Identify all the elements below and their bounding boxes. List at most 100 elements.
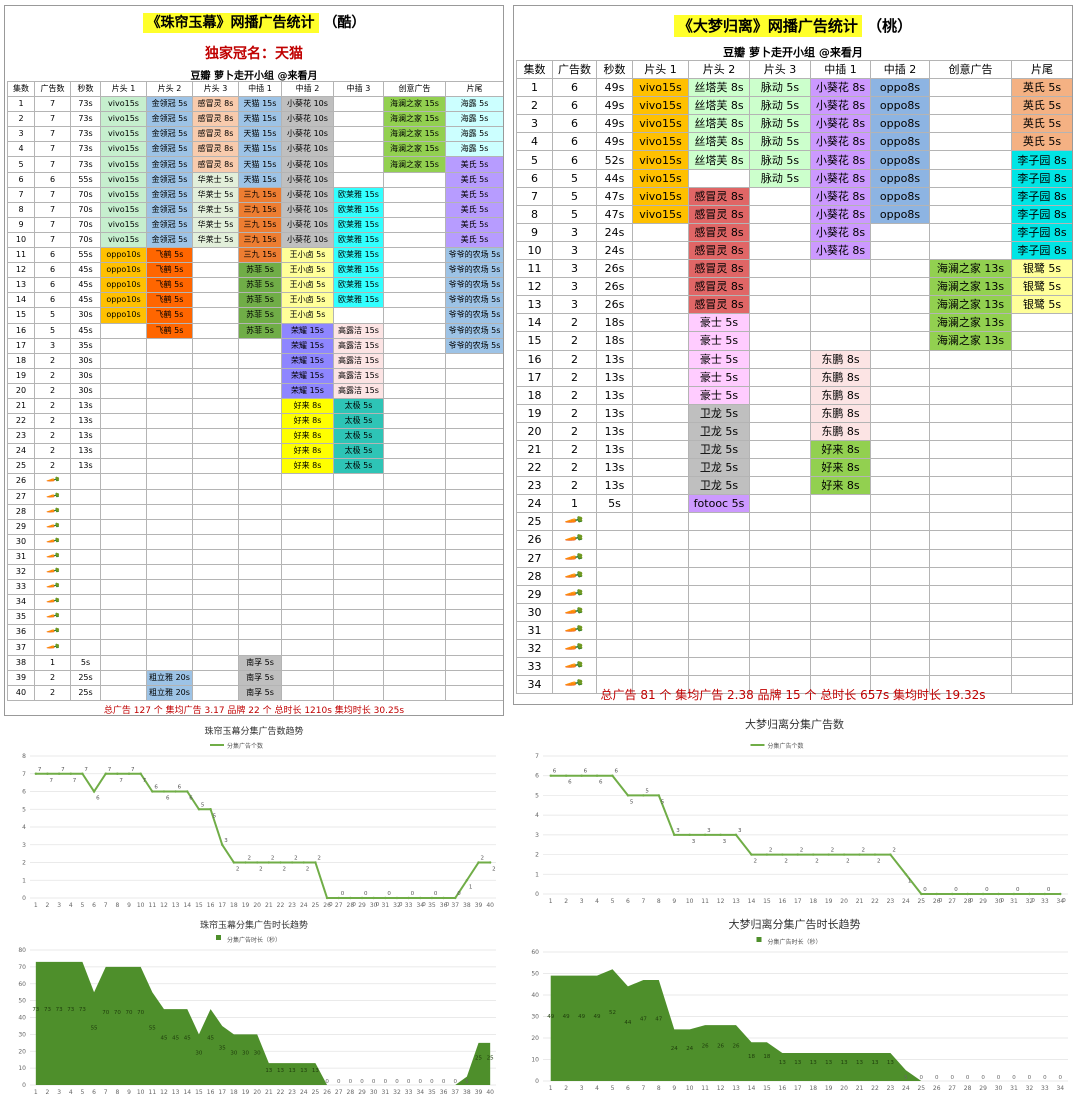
table-cell [100,322,147,339]
table-cell [333,111,384,128]
table-cell [749,566,811,586]
col-header: 创意广告 [929,59,1012,80]
table-cell: 苏菲 5s [238,322,282,339]
table-cell [281,533,334,550]
table-cell: 70s [70,231,101,249]
x-tick-label: 21 [265,1089,273,1096]
table-cell: 35s [70,337,101,354]
table-cell [929,168,1012,188]
table-cell: 🥕 [34,624,71,641]
table-cell [333,488,384,505]
table-cell: 高露洁 15s [333,337,384,354]
x-tick-label: 24 [300,1089,308,1096]
table-cell [192,367,239,384]
table-cell [383,503,446,520]
table-cell: 5 [34,307,71,324]
data-label: 2 [815,859,819,865]
data-point [69,772,72,775]
data-label: 0 [337,1079,341,1085]
table-cell [749,458,811,478]
table-cell [870,385,930,405]
table-cell [1011,602,1072,622]
x-tick-label: 38 [463,1089,471,1096]
table-cell [281,548,334,566]
table-cell [445,518,503,535]
table-cell: 2 [552,476,597,496]
table-cell: 金领冠 5s [146,216,193,233]
table-row: 14 6 45s oppo10s 飞鹤 5s 苏菲 5s 王小卤 5s 欧莱雅 15s 爷爷的农… [7,292,503,309]
table-row: 39 2 25s 粗立雅 20s 南孚 5s [7,669,503,686]
table-cell [870,602,930,622]
left-table-subtitle: 豆瓣 萝卜走开小组 @来看月 [190,71,318,82]
table-cell: 银鹭 5s [1011,259,1072,279]
carrot-icon: 🥕 [44,594,61,610]
y-tick-label: 4 [22,824,26,831]
table-cell [1011,638,1072,659]
table-cell: 5 [34,322,71,339]
data-point [935,892,938,896]
table-cell: 🥕 [34,639,71,656]
table-cell [749,548,811,568]
table-row: 7 5 47s vivo15s 感冒灵 8s 小葵花 8s oppo8s 李子园 8s [516,186,1072,206]
table-cell: 华莱士 5s [192,216,239,233]
data-point [104,772,107,775]
y-tick-label: 0 [22,895,26,902]
table-cell: 感冒灵 8s [192,156,239,173]
table-cell: 金领冠 5s [146,201,193,218]
table-cell [238,473,282,490]
table-cell [333,639,384,656]
table-cell: 豪士 5s [688,331,750,351]
table-cell: 王小卤 5s [281,262,334,279]
data-point [812,853,815,856]
table-cell [749,349,811,369]
chart-title: 大梦归离分集广告数 [745,717,844,731]
table-cell [870,403,930,423]
col-header: 片尾 [445,80,503,98]
data-label: 2 [282,867,286,873]
y-tick-label: 2 [535,852,539,859]
data-point [488,861,492,864]
table-cell [749,259,811,279]
chart-title: 珠帘玉幕分集广告数趋势 [204,725,303,737]
table-cell: oppo8s [870,96,930,116]
x-tick-label: 3 [57,1089,61,1096]
table-cell: 6 [7,171,35,188]
table-cell [1011,403,1072,423]
table-cell [445,579,503,596]
x-tick-label: 12 [717,898,725,905]
table-row: 40 2 25s 粗立雅 20s 南孚 5s [7,684,503,701]
data-label: 47 [640,1016,647,1022]
table-cell [281,594,334,611]
table-cell: 高露洁 15s [333,352,384,369]
x-tick-label: 28 [347,902,355,909]
table-cell: 22 [7,413,35,430]
table-cell [70,579,101,596]
table-cell: 2 [34,458,71,475]
table-cell: 13s [596,476,633,496]
table-cell [632,638,689,659]
table-cell [383,443,446,460]
table-cell: 金领冠 5s [146,171,193,188]
table-cell: 3 [552,222,597,242]
data-point [827,853,830,856]
table-cell [281,639,334,656]
table-cell: 李子园 8s [1011,222,1072,242]
table-cell: 55s [70,247,101,264]
table-cell: 李子园 8s [1011,186,1072,206]
table-cell: 好来 8s [281,458,334,475]
data-label: 70 [102,1010,109,1016]
data-label: 52 [609,1010,616,1016]
x-tick-label: 33 [405,1089,413,1096]
table-cell: 33 [7,579,35,596]
table-cell [749,602,811,622]
table-cell [688,566,750,586]
chart-legend: 分集广告时长（秒） [756,937,822,946]
data-label: 73 [79,1007,86,1013]
x-tick-label: 23 [288,1089,296,1096]
table-cell [192,684,239,701]
table-cell: 23 [516,476,553,496]
data-label: 18 [748,1054,755,1060]
x-tick-label: 31 [1010,898,1018,905]
x-tick-label: 14 [183,1089,191,1096]
